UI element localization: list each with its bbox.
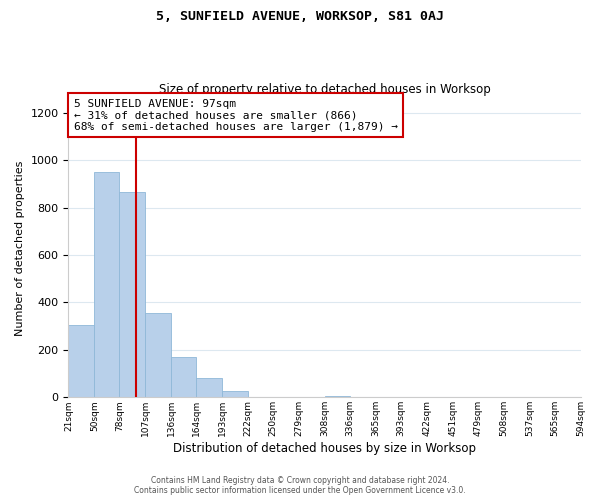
Bar (145, 313, 171, 398)
Text: 5 SUNFIELD AVENUE: 97sqm
← 31% of detached houses are smaller (866)
68% of semi-: 5 SUNFIELD AVENUE: 97sqm ← 31% of detach… (74, 98, 398, 132)
Bar (222, 392, 248, 398)
Title: Size of property relative to detached houses in Worksop: Size of property relative to detached ho… (158, 83, 490, 96)
Bar (94, 172, 119, 398)
Text: 5, SUNFIELD AVENUE, WORKSOP, S81 0AJ: 5, SUNFIELD AVENUE, WORKSOP, S81 0AJ (156, 10, 444, 23)
Bar (119, 192, 145, 398)
Y-axis label: Number of detached properties: Number of detached properties (15, 160, 25, 336)
Bar (196, 378, 222, 398)
Bar (171, 357, 196, 398)
Bar (68, 325, 94, 398)
Text: Contains HM Land Registry data © Crown copyright and database right 2024.
Contai: Contains HM Land Registry data © Crown c… (134, 476, 466, 495)
X-axis label: Distribution of detached houses by size in Worksop: Distribution of detached houses by size … (173, 442, 476, 455)
Bar (325, 396, 350, 398)
